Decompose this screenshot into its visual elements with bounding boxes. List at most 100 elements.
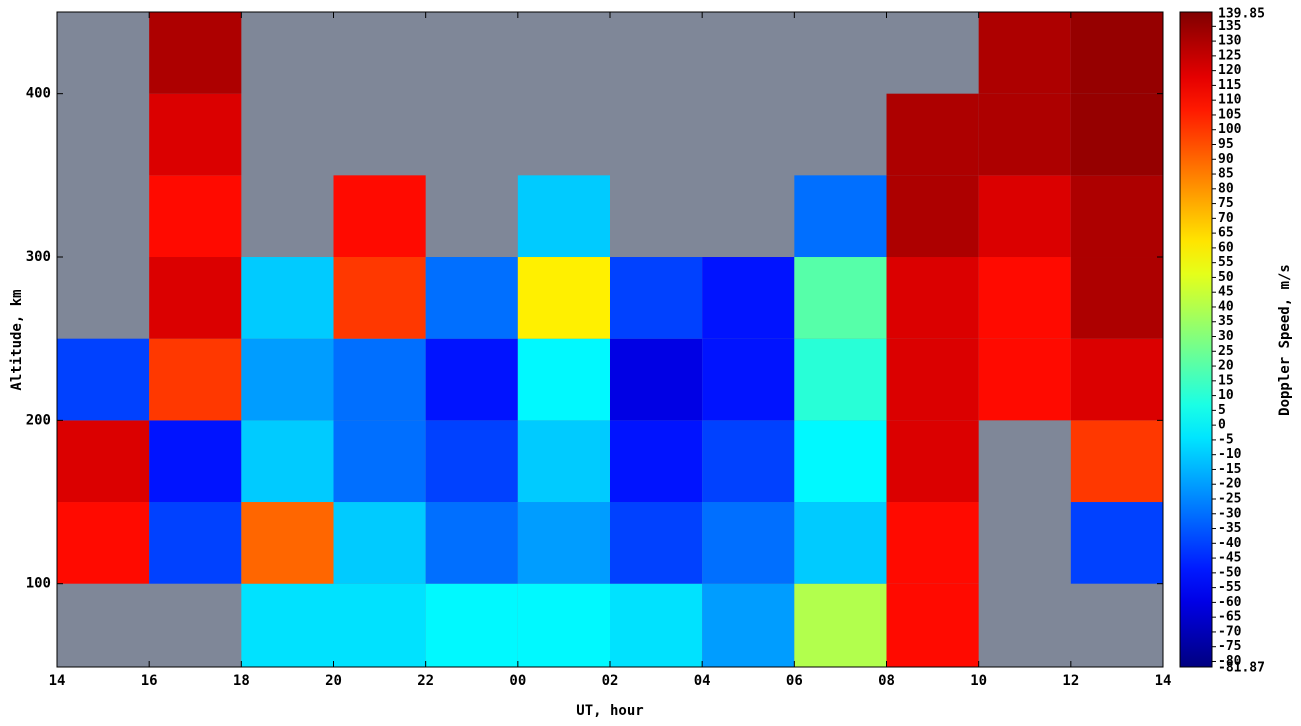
colorbar-tick-label: 120 — [1218, 63, 1242, 78]
colorbar-label: Doppler Speed, m/s — [1277, 264, 1293, 416]
x-axis-label: UT, hour — [576, 703, 643, 719]
heatmap-cell — [794, 583, 887, 667]
colorbar-max-label: 139.85 — [1218, 7, 1265, 22]
heatmap-cell — [978, 93, 1071, 176]
y-tick-label: 100 — [26, 576, 51, 592]
heatmap-cell — [886, 257, 979, 339]
heatmap-cell — [149, 502, 242, 584]
heatmap-cell — [241, 338, 334, 421]
heatmap-cell — [794, 420, 887, 503]
heatmap-cell — [333, 175, 426, 258]
heatmap-cell — [57, 502, 150, 584]
colorbar-tick-label: -55 — [1218, 580, 1241, 595]
heatmap-cell — [610, 502, 703, 584]
colorbar-tick-label: -20 — [1218, 477, 1242, 492]
heatmap-cell — [241, 502, 334, 584]
x-tick-label: 20 — [325, 673, 342, 689]
colorbar-tick-label: 135 — [1218, 19, 1241, 34]
colorbar-tick-label: 30 — [1218, 329, 1234, 344]
heatmap-cell — [241, 257, 334, 339]
colorbar — [1179, 11, 1213, 668]
colorbar-tick-label: 70 — [1218, 211, 1234, 226]
colorbar-tick-label: -10 — [1218, 447, 1242, 462]
colorbar-tick-label: 85 — [1218, 167, 1234, 182]
colorbar-tick-label: -30 — [1218, 506, 1242, 521]
heatmap-cell — [794, 175, 887, 258]
heatmap-cell — [517, 583, 610, 667]
heatmap-cell — [1070, 175, 1163, 258]
heatmap-cell — [517, 257, 610, 339]
heatmap-cell — [149, 257, 242, 339]
heatmap-cell — [149, 175, 242, 258]
heatmap-cell — [517, 420, 610, 503]
heatmap-cell — [425, 420, 518, 503]
heatmap-cell — [1070, 12, 1163, 94]
colorbar-tick-label: -35 — [1218, 521, 1241, 536]
colorbar-tick-label: -25 — [1218, 491, 1241, 506]
colorbar-tick-label: 75 — [1218, 196, 1234, 211]
colorbar-tick-label: 5 — [1218, 403, 1226, 418]
colorbar-min-label: -81.87 — [1218, 661, 1265, 676]
x-tick-label: 16 — [141, 673, 158, 689]
colorbar-tick-label: 90 — [1218, 152, 1234, 167]
heatmap-cell — [517, 502, 610, 584]
y-tick-label: 200 — [26, 412, 51, 428]
heatmap-cell — [333, 257, 426, 339]
colorbar-tick-label: 15 — [1218, 373, 1234, 388]
y-tick-label: 400 — [26, 86, 51, 102]
colorbar-tick-label: 35 — [1218, 314, 1234, 329]
x-tick-label: 18 — [233, 673, 250, 689]
heatmap-cell — [794, 502, 887, 584]
colorbar-tick-label: 10 — [1218, 388, 1234, 403]
heatmap-cell — [886, 93, 979, 176]
heatmap-cell — [57, 420, 150, 503]
heatmap-cell — [886, 420, 979, 503]
heatmap-cell — [610, 257, 703, 339]
x-tick-label: 14 — [49, 673, 66, 689]
heatmap-cell — [978, 175, 1071, 258]
heatmap-cell — [517, 175, 610, 258]
heatmap-cell — [149, 93, 242, 176]
x-tick-label: 22 — [417, 673, 434, 689]
colorbar-tick-label: -65 — [1218, 610, 1241, 625]
heatmap-cell — [794, 338, 887, 421]
x-tick-label: 10 — [970, 673, 987, 689]
heatmap-cell — [794, 257, 887, 339]
heatmap-cell — [702, 583, 795, 667]
heatmap-cell — [333, 420, 426, 503]
colorbar-tick-label: 125 — [1218, 48, 1241, 63]
colorbar-tick-label: 40 — [1218, 299, 1234, 314]
colorbar-tick-label: 50 — [1218, 270, 1234, 285]
x-tick-label: 06 — [786, 673, 803, 689]
colorbar-tick-label: 110 — [1218, 93, 1242, 108]
colorbar-tick-label: 55 — [1218, 255, 1234, 270]
heatmap-cell — [702, 338, 795, 421]
colorbar-tick-label: -40 — [1218, 536, 1242, 551]
colorbar-tick-label: 115 — [1218, 78, 1241, 93]
heatmap-cell — [333, 338, 426, 421]
heatmap-cell — [886, 583, 979, 667]
heatmap-cell — [886, 175, 979, 258]
colorbar-tick-label: 25 — [1218, 344, 1234, 359]
x-tick-label: 02 — [602, 673, 619, 689]
colorbar-tick-label: -70 — [1218, 624, 1242, 639]
x-tick-label: 08 — [878, 673, 895, 689]
heatmap-cell — [978, 12, 1071, 94]
heatmap-cell — [149, 420, 242, 503]
heatmap-cell — [57, 338, 150, 421]
heatmap-cell — [425, 583, 518, 667]
heatmap-cell — [241, 420, 334, 503]
heatmap-cell — [978, 338, 1071, 421]
heatmap-cell — [333, 583, 426, 667]
colorbar-tick-label: -15 — [1218, 462, 1241, 477]
heatmap-cell — [1070, 257, 1163, 339]
colorbar-tick-label: -75 — [1218, 639, 1241, 654]
x-tick-label: 14 — [1155, 673, 1172, 689]
heatmap-cell — [610, 420, 703, 503]
heatmap-cell — [702, 502, 795, 584]
y-tick-label: 300 — [26, 249, 51, 265]
colorbar-tick-label: 0 — [1218, 418, 1226, 433]
heatmap-cell — [610, 338, 703, 421]
heatmap-cell — [1070, 420, 1163, 503]
